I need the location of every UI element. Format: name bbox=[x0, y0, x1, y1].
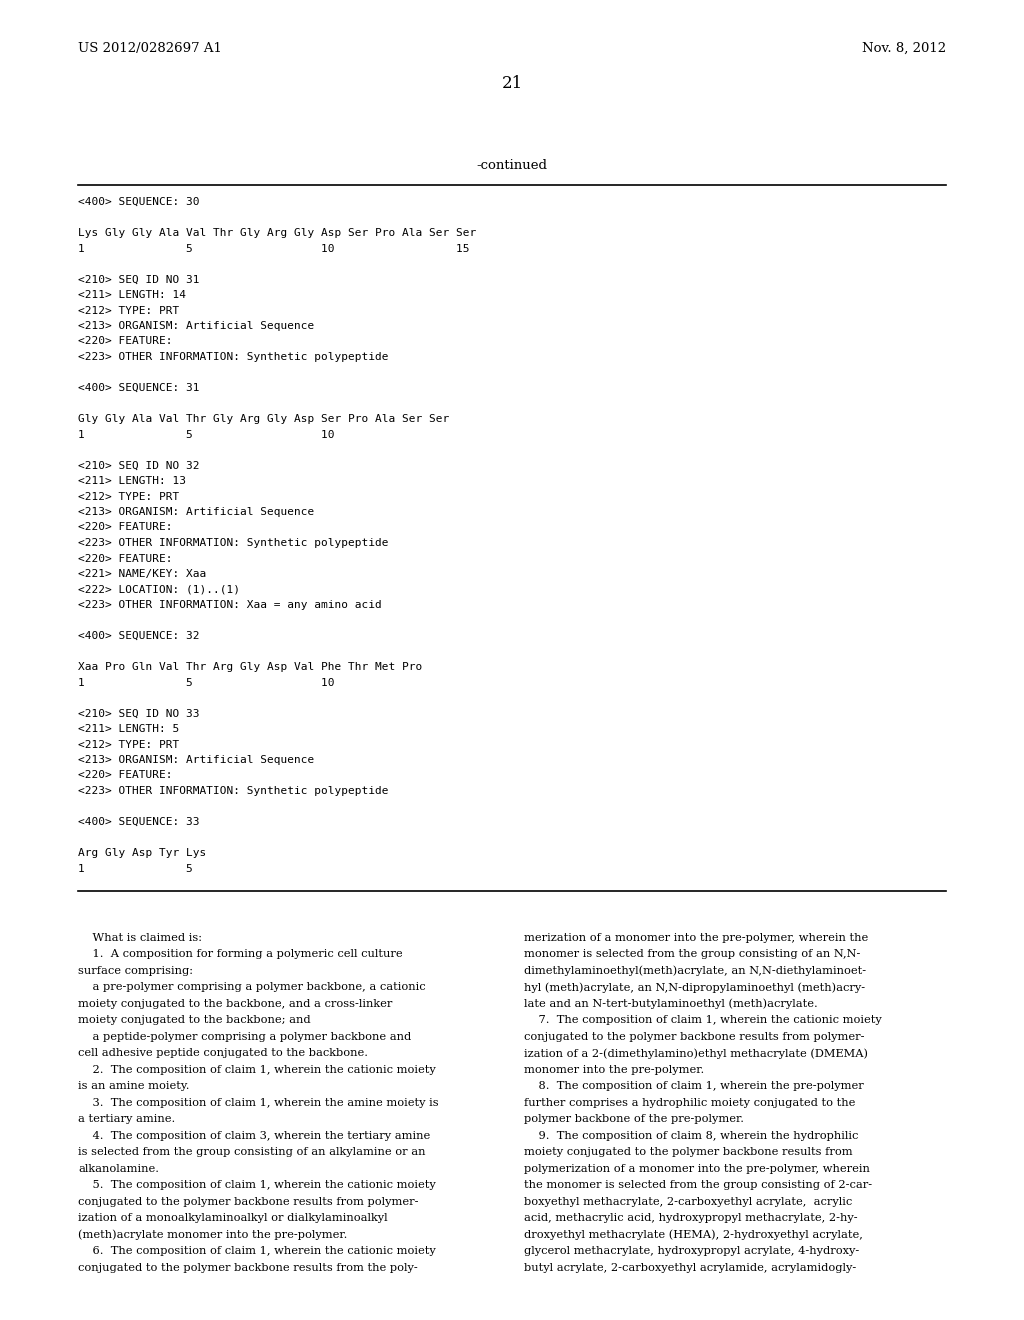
Text: <211> LENGTH: 14: <211> LENGTH: 14 bbox=[78, 290, 186, 300]
Text: <212> TYPE: PRT: <212> TYPE: PRT bbox=[78, 305, 179, 315]
Text: moiety conjugated to the polymer backbone results from: moiety conjugated to the polymer backbon… bbox=[524, 1147, 853, 1158]
Text: a peptide-polymer comprising a polymer backbone and: a peptide-polymer comprising a polymer b… bbox=[78, 1032, 412, 1041]
Text: cell adhesive peptide conjugated to the backbone.: cell adhesive peptide conjugated to the … bbox=[78, 1048, 368, 1059]
Text: 1.  A composition for forming a polymeric cell culture: 1. A composition for forming a polymeric… bbox=[78, 949, 402, 960]
Text: <212> TYPE: PRT: <212> TYPE: PRT bbox=[78, 491, 179, 502]
Text: 1               5                   10                  15: 1 5 10 15 bbox=[78, 243, 469, 253]
Text: <220> FEATURE:: <220> FEATURE: bbox=[78, 553, 172, 564]
Text: <400> SEQUENCE: 31: <400> SEQUENCE: 31 bbox=[78, 383, 200, 393]
Text: <210> SEQ ID NO 32: <210> SEQ ID NO 32 bbox=[78, 461, 200, 470]
Text: a tertiary amine.: a tertiary amine. bbox=[78, 1114, 175, 1125]
Text: <400> SEQUENCE: 30: <400> SEQUENCE: 30 bbox=[78, 197, 200, 207]
Text: hyl (meth)acrylate, an N,N-dipropylaminoethyl (meth)acry-: hyl (meth)acrylate, an N,N-dipropylamino… bbox=[524, 982, 865, 993]
Text: 8.  The composition of claim 1, wherein the pre-polymer: 8. The composition of claim 1, wherein t… bbox=[524, 1081, 864, 1092]
Text: monomer into the pre-polymer.: monomer into the pre-polymer. bbox=[524, 1065, 705, 1074]
Text: -continued: -continued bbox=[476, 158, 548, 172]
Text: boxyethyl methacrylate, 2-carboxyethyl acrylate,  acrylic: boxyethyl methacrylate, 2-carboxyethyl a… bbox=[524, 1197, 852, 1206]
Text: <223> OTHER INFORMATION: Synthetic polypeptide: <223> OTHER INFORMATION: Synthetic polyp… bbox=[78, 539, 388, 548]
Text: <220> FEATURE:: <220> FEATURE: bbox=[78, 523, 172, 532]
Text: dimethylaminoethyl(meth)acrylate, an N,N-diethylaminoet-: dimethylaminoethyl(meth)acrylate, an N,N… bbox=[524, 966, 866, 977]
Text: is selected from the group consisting of an alkylamine or an: is selected from the group consisting of… bbox=[78, 1147, 426, 1158]
Text: 3.  The composition of claim 1, wherein the amine moiety is: 3. The composition of claim 1, wherein t… bbox=[78, 1098, 438, 1107]
Text: <210> SEQ ID NO 31: <210> SEQ ID NO 31 bbox=[78, 275, 200, 285]
Text: ization of a 2-(dimethylamino)ethyl methacrylate (DMEMA): ization of a 2-(dimethylamino)ethyl meth… bbox=[524, 1048, 868, 1059]
Text: <211> LENGTH: 13: <211> LENGTH: 13 bbox=[78, 477, 186, 486]
Text: surface comprising:: surface comprising: bbox=[78, 966, 193, 975]
Text: <213> ORGANISM: Artificial Sequence: <213> ORGANISM: Artificial Sequence bbox=[78, 507, 314, 517]
Text: acid, methacrylic acid, hydroxypropyl methacrylate, 2-hy-: acid, methacrylic acid, hydroxypropyl me… bbox=[524, 1213, 858, 1224]
Text: conjugated to the polymer backbone results from polymer-: conjugated to the polymer backbone resul… bbox=[78, 1197, 419, 1206]
Text: Xaa Pro Gln Val Thr Arg Gly Asp Val Phe Thr Met Pro: Xaa Pro Gln Val Thr Arg Gly Asp Val Phe … bbox=[78, 663, 422, 672]
Text: alkanolamine.: alkanolamine. bbox=[78, 1164, 159, 1173]
Text: <400> SEQUENCE: 33: <400> SEQUENCE: 33 bbox=[78, 817, 200, 828]
Text: What is claimed is:: What is claimed is: bbox=[78, 933, 202, 942]
Text: <220> FEATURE:: <220> FEATURE: bbox=[78, 771, 172, 780]
Text: Gly Gly Ala Val Thr Gly Arg Gly Asp Ser Pro Ala Ser Ser: Gly Gly Ala Val Thr Gly Arg Gly Asp Ser … bbox=[78, 414, 450, 424]
Text: <213> ORGANISM: Artificial Sequence: <213> ORGANISM: Artificial Sequence bbox=[78, 755, 314, 766]
Text: <213> ORGANISM: Artificial Sequence: <213> ORGANISM: Artificial Sequence bbox=[78, 321, 314, 331]
Text: polymerization of a monomer into the pre-polymer, wherein: polymerization of a monomer into the pre… bbox=[524, 1164, 869, 1173]
Text: <223> OTHER INFORMATION: Xaa = any amino acid: <223> OTHER INFORMATION: Xaa = any amino… bbox=[78, 601, 382, 610]
Text: conjugated to the polymer backbone results from polymer-: conjugated to the polymer backbone resul… bbox=[524, 1032, 864, 1041]
Text: merization of a monomer into the pre-polymer, wherein the: merization of a monomer into the pre-pol… bbox=[524, 933, 868, 942]
Text: 7.  The composition of claim 1, wherein the cationic moiety: 7. The composition of claim 1, wherein t… bbox=[524, 1015, 882, 1026]
Text: a pre-polymer comprising a polymer backbone, a cationic: a pre-polymer comprising a polymer backb… bbox=[78, 982, 426, 993]
Text: <222> LOCATION: (1)..(1): <222> LOCATION: (1)..(1) bbox=[78, 585, 240, 594]
Text: 1               5                   10: 1 5 10 bbox=[78, 677, 335, 688]
Text: further comprises a hydrophilic moiety conjugated to the: further comprises a hydrophilic moiety c… bbox=[524, 1098, 855, 1107]
Text: 2.  The composition of claim 1, wherein the cationic moiety: 2. The composition of claim 1, wherein t… bbox=[78, 1065, 436, 1074]
Text: <212> TYPE: PRT: <212> TYPE: PRT bbox=[78, 739, 179, 750]
Text: Lys Gly Gly Ala Val Thr Gly Arg Gly Asp Ser Pro Ala Ser Ser: Lys Gly Gly Ala Val Thr Gly Arg Gly Asp … bbox=[78, 228, 476, 238]
Text: moiety conjugated to the backbone, and a cross-linker: moiety conjugated to the backbone, and a… bbox=[78, 999, 392, 1008]
Text: (meth)acrylate monomer into the pre-polymer.: (meth)acrylate monomer into the pre-poly… bbox=[78, 1230, 347, 1241]
Text: 4.  The composition of claim 3, wherein the tertiary amine: 4. The composition of claim 3, wherein t… bbox=[78, 1131, 430, 1140]
Text: <223> OTHER INFORMATION: Synthetic polypeptide: <223> OTHER INFORMATION: Synthetic polyp… bbox=[78, 352, 388, 362]
Text: the monomer is selected from the group consisting of 2-car-: the monomer is selected from the group c… bbox=[524, 1180, 872, 1191]
Text: is an amine moiety.: is an amine moiety. bbox=[78, 1081, 189, 1092]
Text: <223> OTHER INFORMATION: Synthetic polypeptide: <223> OTHER INFORMATION: Synthetic polyp… bbox=[78, 785, 388, 796]
Text: 21: 21 bbox=[502, 75, 522, 92]
Text: <220> FEATURE:: <220> FEATURE: bbox=[78, 337, 172, 346]
Text: <211> LENGTH: 5: <211> LENGTH: 5 bbox=[78, 723, 179, 734]
Text: <210> SEQ ID NO 33: <210> SEQ ID NO 33 bbox=[78, 709, 200, 718]
Text: butyl acrylate, 2-carboxyethyl acrylamide, acrylamidogly-: butyl acrylate, 2-carboxyethyl acrylamid… bbox=[524, 1263, 856, 1272]
Text: glycerol methacrylate, hydroxypropyl acrylate, 4-hydroxy-: glycerol methacrylate, hydroxypropyl acr… bbox=[524, 1246, 859, 1257]
Text: Nov. 8, 2012: Nov. 8, 2012 bbox=[862, 42, 946, 55]
Text: 1               5: 1 5 bbox=[78, 863, 193, 874]
Text: <400> SEQUENCE: 32: <400> SEQUENCE: 32 bbox=[78, 631, 200, 642]
Text: US 2012/0282697 A1: US 2012/0282697 A1 bbox=[78, 42, 222, 55]
Text: monomer is selected from the group consisting of an N,N-: monomer is selected from the group consi… bbox=[524, 949, 860, 960]
Text: 1               5                   10: 1 5 10 bbox=[78, 429, 335, 440]
Text: droxyethyl methacrylate (HEMA), 2-hydroxyethyl acrylate,: droxyethyl methacrylate (HEMA), 2-hydrox… bbox=[524, 1230, 863, 1241]
Text: ization of a monoalkylaminoalkyl or dialkylaminoalkyl: ization of a monoalkylaminoalkyl or dial… bbox=[78, 1213, 388, 1224]
Text: 5.  The composition of claim 1, wherein the cationic moiety: 5. The composition of claim 1, wherein t… bbox=[78, 1180, 436, 1191]
Text: conjugated to the polymer backbone results from the poly-: conjugated to the polymer backbone resul… bbox=[78, 1263, 418, 1272]
Text: Arg Gly Asp Tyr Lys: Arg Gly Asp Tyr Lys bbox=[78, 847, 206, 858]
Text: polymer backbone of the pre-polymer.: polymer backbone of the pre-polymer. bbox=[524, 1114, 744, 1125]
Text: 9.  The composition of claim 8, wherein the hydrophilic: 9. The composition of claim 8, wherein t… bbox=[524, 1131, 858, 1140]
Text: moiety conjugated to the backbone; and: moiety conjugated to the backbone; and bbox=[78, 1015, 310, 1026]
Text: <221> NAME/KEY: Xaa: <221> NAME/KEY: Xaa bbox=[78, 569, 206, 579]
Text: late and an N-tert-butylaminoethyl (meth)acrylate.: late and an N-tert-butylaminoethyl (meth… bbox=[524, 999, 818, 1010]
Text: 6.  The composition of claim 1, wherein the cationic moiety: 6. The composition of claim 1, wherein t… bbox=[78, 1246, 436, 1257]
